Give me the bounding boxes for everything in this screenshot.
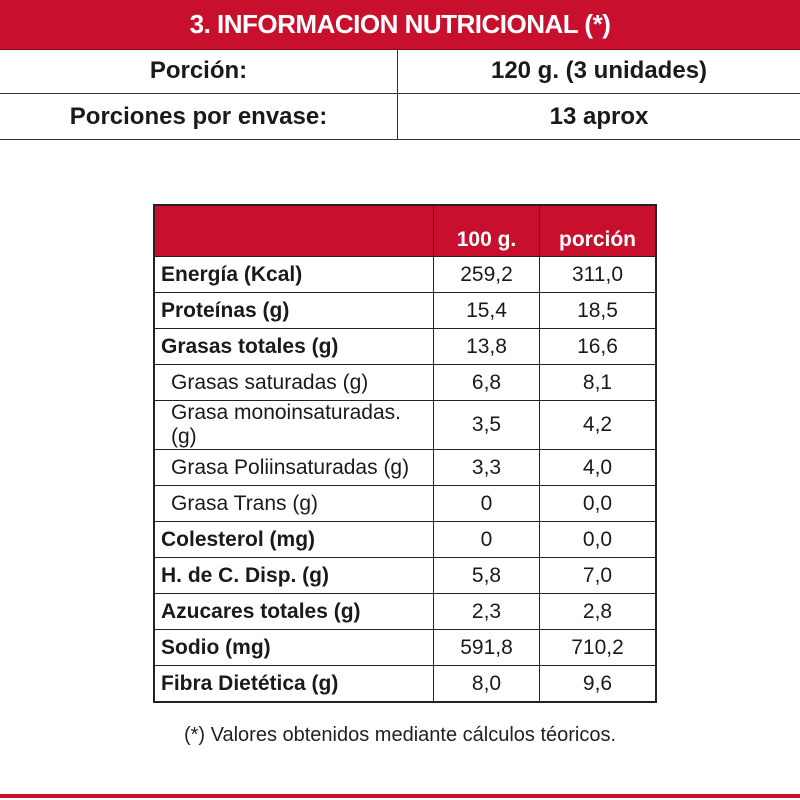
nutrition-row: Grasa Trans (g) 0 0,0 xyxy=(153,485,657,522)
nutrition-row: Grasas saturadas (g) 6,8 8,1 xyxy=(153,364,657,401)
nutrition-row: Grasa Poliinsaturadas (g) 3,3 4,0 xyxy=(153,449,657,486)
nutrient-name: Grasas saturadas (g) xyxy=(153,364,434,401)
value-per-portion: 0,0 xyxy=(539,485,657,522)
section-title-banner: 3. INFORMACION NUTRICIONAL (*) xyxy=(0,0,800,50)
servings-per-container-value: 13 aprox xyxy=(397,93,800,140)
value-per-100g: 5,8 xyxy=(433,557,540,594)
header-per-portion: porción xyxy=(539,204,657,257)
value-per-portion: 710,2 xyxy=(539,629,657,666)
nutrition-row: H. de C. Disp. (g) 5,8 7,0 xyxy=(153,557,657,594)
header-blank-cell xyxy=(153,204,434,257)
portion-label: Porción: xyxy=(0,49,398,95)
value-per-100g: 3,5 xyxy=(433,400,540,450)
nutrition-row: Fibra Dietética (g) 8,0 9,6 xyxy=(153,665,657,703)
value-per-portion: 4,0 xyxy=(539,449,657,486)
nutrient-name: Colesterol (mg) xyxy=(153,521,434,558)
nutrient-name: Grasas totales (g) xyxy=(153,328,434,365)
value-per-portion: 311,0 xyxy=(539,256,657,293)
nutrition-row: Azucares totales (g) 2,3 2,8 xyxy=(153,593,657,630)
nutrition-row: Energía (Kcal) 259,2 311,0 xyxy=(153,256,657,293)
nutrition-row: Colesterol (mg) 0 0,0 xyxy=(153,521,657,558)
servings-per-container-label: Porciones por envase: xyxy=(0,93,398,140)
value-per-portion: 8,1 xyxy=(539,364,657,401)
value-per-portion: 2,8 xyxy=(539,593,657,630)
nutrient-name: Grasa monoinsaturadas. (g) xyxy=(153,400,434,450)
nutrient-name: Azucares totales (g) xyxy=(153,593,434,630)
servings-per-container-row: Porciones por envase: 13 aprox xyxy=(0,93,800,140)
header-per-100g: 100 g. xyxy=(433,204,540,257)
nutrient-name: Fibra Dietética (g) xyxy=(153,665,434,703)
value-per-100g: 2,3 xyxy=(433,593,540,630)
value-per-100g: 259,2 xyxy=(433,256,540,293)
nutrition-row: Proteínas (g) 15,4 18,5 xyxy=(153,292,657,329)
nutrition-row: Grasa monoinsaturadas. (g) 3,5 4,2 xyxy=(153,400,657,450)
value-per-portion: 18,5 xyxy=(539,292,657,329)
footnote: (*) Valores obtenidos mediante cálculos … xyxy=(183,724,617,746)
nutrition-header-row: 100 g. porción xyxy=(153,204,657,257)
portion-value: 120 g. (3 unidades) xyxy=(397,49,800,95)
value-per-100g: 591,8 xyxy=(433,629,540,666)
nutrient-name: Grasa Poliinsaturadas (g) xyxy=(153,449,434,486)
nutrition-row: Grasas totales (g) 13,8 16,6 xyxy=(153,328,657,365)
value-per-portion: 9,6 xyxy=(539,665,657,703)
value-per-portion: 0,0 xyxy=(539,521,657,558)
portion-row: Porción: 120 g. (3 unidades) xyxy=(0,49,800,95)
nutrition-table: 100 g. porción Energía (Kcal) 259,2 311,… xyxy=(153,204,657,703)
value-per-100g: 3,3 xyxy=(433,449,540,486)
value-per-100g: 8,0 xyxy=(433,665,540,703)
value-per-portion: 7,0 xyxy=(539,557,657,594)
section-title: 3. INFORMACION NUTRICIONAL (*) xyxy=(189,9,611,39)
nutrient-name: Energía (Kcal) xyxy=(153,256,434,293)
nutrient-name: Proteínas (g) xyxy=(153,292,434,329)
nutrient-name: Sodio (mg) xyxy=(153,629,434,666)
value-per-portion: 16,6 xyxy=(539,328,657,365)
nutrient-name: H. de C. Disp. (g) xyxy=(153,557,434,594)
value-per-portion: 4,2 xyxy=(539,400,657,450)
value-per-100g: 6,8 xyxy=(433,364,540,401)
serving-info-table: Porción: 120 g. (3 unidades) Porciones p… xyxy=(0,49,800,140)
bottom-divider xyxy=(0,794,800,798)
value-per-100g: 0 xyxy=(433,485,540,522)
value-per-100g: 13,8 xyxy=(433,328,540,365)
value-per-100g: 15,4 xyxy=(433,292,540,329)
nutrient-name: Grasa Trans (g) xyxy=(153,485,434,522)
value-per-100g: 0 xyxy=(433,521,540,558)
nutrition-row: Sodio (mg) 591,8 710,2 xyxy=(153,629,657,666)
